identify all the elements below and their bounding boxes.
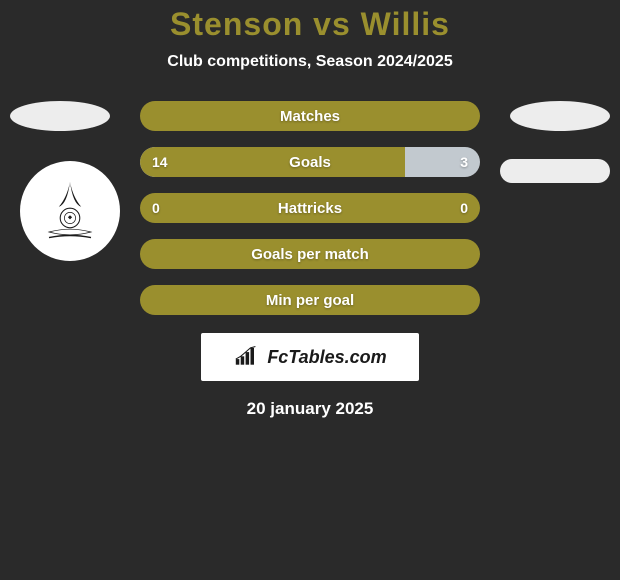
stat-value-left: 0 [152, 200, 160, 216]
stat-label: Hattricks [278, 200, 342, 217]
stat-value-right: 3 [460, 154, 468, 170]
stat-row-matches: Matches [140, 101, 480, 131]
club-badge-left-placeholder [10, 101, 110, 131]
stat-label: Matches [280, 108, 340, 125]
page-title: Stenson vs Willis [0, 0, 620, 43]
player-right-name: Willis [361, 6, 450, 42]
stat-value-left: 14 [152, 154, 168, 170]
stat-row-goals: 14 Goals 3 [140, 147, 480, 177]
stat-row-hattricks: 0 Hattricks 0 [140, 193, 480, 223]
footer-date: 20 january 2025 [0, 399, 620, 419]
stat-fill-left [140, 147, 405, 177]
club-pill-right-placeholder [500, 159, 610, 183]
player-left-name: Stenson [170, 6, 303, 42]
stat-label: Min per goal [266, 292, 354, 309]
stat-row-min-per-goal: Min per goal [140, 285, 480, 315]
crest-icon [35, 176, 105, 246]
stat-bars: Matches 14 Goals 3 0 Hattricks 0 Goals p… [140, 101, 480, 315]
stat-value-right: 0 [460, 200, 468, 216]
club-crest-left [20, 161, 120, 261]
stat-label: Goals [289, 154, 331, 171]
bar-chart-icon [233, 346, 261, 368]
branding-box[interactable]: FcTables.com [201, 333, 419, 381]
comparison-content: Matches 14 Goals 3 0 Hattricks 0 Goals p… [0, 101, 620, 419]
club-badge-right-placeholder [510, 101, 610, 131]
vs-text: vs [313, 6, 351, 42]
subtitle: Club competitions, Season 2024/2025 [0, 53, 620, 71]
stat-row-goals-per-match: Goals per match [140, 239, 480, 269]
branding-text: FcTables.com [267, 347, 386, 368]
stat-label: Goals per match [251, 246, 369, 263]
